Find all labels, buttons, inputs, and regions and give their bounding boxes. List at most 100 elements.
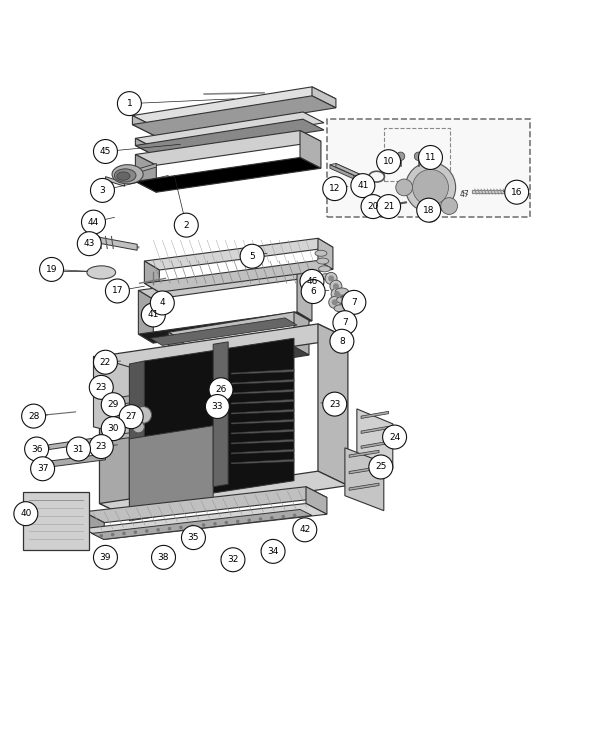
Text: 29: 29	[107, 400, 119, 410]
Polygon shape	[306, 487, 327, 515]
Polygon shape	[130, 361, 145, 506]
Ellipse shape	[117, 172, 130, 181]
Circle shape	[333, 310, 357, 335]
Circle shape	[213, 522, 217, 526]
Circle shape	[100, 534, 103, 537]
Text: 11: 11	[425, 153, 436, 162]
Circle shape	[334, 291, 340, 297]
Text: 18: 18	[423, 206, 434, 214]
Polygon shape	[139, 268, 312, 299]
Polygon shape	[139, 312, 312, 343]
Text: 17: 17	[112, 286, 123, 296]
Polygon shape	[345, 448, 384, 511]
Text: 45: 45	[100, 147, 111, 156]
Text: 20: 20	[367, 202, 379, 211]
Circle shape	[209, 378, 233, 401]
Ellipse shape	[320, 274, 332, 280]
Circle shape	[190, 524, 194, 528]
Text: 16: 16	[511, 188, 523, 197]
Polygon shape	[330, 164, 354, 179]
Text: 30: 30	[107, 424, 119, 433]
Text: 6: 6	[310, 287, 316, 296]
Ellipse shape	[112, 164, 143, 184]
Polygon shape	[106, 396, 130, 407]
Polygon shape	[46, 454, 106, 468]
Polygon shape	[231, 410, 294, 414]
Polygon shape	[136, 138, 157, 156]
Circle shape	[413, 170, 448, 206]
Text: 41: 41	[357, 181, 368, 190]
Polygon shape	[231, 379, 294, 384]
Circle shape	[293, 518, 317, 542]
Polygon shape	[94, 356, 130, 436]
Text: 46: 46	[306, 277, 317, 286]
Circle shape	[111, 533, 115, 537]
Text: 23: 23	[329, 399, 340, 409]
Circle shape	[134, 531, 137, 534]
Circle shape	[383, 425, 407, 449]
Polygon shape	[330, 164, 360, 175]
Polygon shape	[133, 96, 336, 137]
Text: 34: 34	[268, 547, 279, 556]
Circle shape	[224, 521, 228, 524]
Circle shape	[406, 162, 455, 213]
Ellipse shape	[115, 169, 136, 182]
Polygon shape	[357, 409, 393, 469]
Circle shape	[14, 501, 38, 526]
Circle shape	[101, 393, 125, 417]
Circle shape	[293, 514, 296, 517]
Circle shape	[420, 203, 430, 213]
Polygon shape	[151, 318, 297, 346]
Polygon shape	[231, 429, 294, 434]
Polygon shape	[318, 239, 333, 269]
Polygon shape	[169, 346, 309, 375]
Ellipse shape	[335, 288, 349, 295]
Text: 27: 27	[125, 413, 137, 421]
Circle shape	[377, 150, 401, 174]
FancyBboxPatch shape	[327, 119, 530, 217]
Circle shape	[236, 520, 239, 523]
Polygon shape	[136, 112, 324, 149]
Circle shape	[419, 145, 442, 170]
Polygon shape	[83, 512, 104, 539]
Text: 1: 1	[127, 99, 132, 108]
Circle shape	[67, 437, 91, 461]
Text: 42: 42	[299, 526, 310, 534]
Circle shape	[133, 421, 145, 433]
Text: 12: 12	[329, 184, 340, 193]
Text: 41: 41	[148, 310, 159, 319]
Circle shape	[351, 174, 375, 197]
Circle shape	[202, 523, 205, 527]
Circle shape	[301, 280, 325, 304]
Circle shape	[25, 437, 49, 461]
Polygon shape	[169, 333, 183, 375]
Text: 3: 3	[100, 186, 106, 195]
Text: 33: 33	[212, 402, 223, 411]
Circle shape	[331, 288, 343, 300]
Circle shape	[259, 517, 262, 521]
Polygon shape	[145, 261, 333, 292]
Polygon shape	[136, 158, 321, 192]
Polygon shape	[294, 312, 309, 355]
Text: 22: 22	[100, 357, 111, 367]
Text: 37: 37	[37, 465, 49, 473]
Polygon shape	[349, 467, 379, 474]
Polygon shape	[318, 324, 348, 485]
Text: 19: 19	[46, 265, 58, 274]
Circle shape	[91, 178, 115, 203]
Text: 26: 26	[215, 385, 227, 394]
Circle shape	[396, 179, 413, 196]
Circle shape	[332, 299, 338, 305]
Circle shape	[168, 527, 171, 531]
Circle shape	[221, 548, 245, 572]
Polygon shape	[349, 483, 379, 490]
Ellipse shape	[317, 258, 329, 264]
Polygon shape	[83, 487, 327, 523]
Text: 8: 8	[339, 337, 345, 346]
Circle shape	[240, 244, 264, 268]
Text: 31: 31	[73, 445, 84, 454]
Circle shape	[441, 197, 458, 214]
Circle shape	[420, 211, 430, 220]
Text: 47: 47	[459, 190, 469, 199]
Circle shape	[369, 455, 393, 479]
